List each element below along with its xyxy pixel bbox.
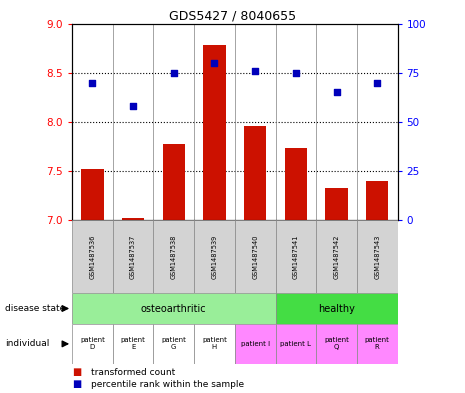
Text: patient
R: patient R [365, 337, 390, 351]
Text: disease state: disease state [5, 304, 65, 313]
Bar [235, 220, 275, 293]
Text: patient
D: patient D [80, 337, 105, 351]
Text: patient
G: patient G [161, 337, 186, 351]
Bar [244, 126, 266, 220]
Bar [235, 324, 275, 364]
Bar [357, 324, 398, 364]
Point [129, 103, 137, 109]
Bar [326, 188, 348, 220]
Point [252, 68, 259, 74]
Text: patient
H: patient H [202, 337, 227, 351]
Text: patient
Q: patient Q [324, 337, 349, 351]
Bar [316, 220, 357, 293]
Text: patient L: patient L [280, 341, 312, 347]
Text: osteoarthritic: osteoarthritic [141, 303, 206, 314]
Text: GSM1487537: GSM1487537 [130, 234, 136, 279]
Text: GDS5427 / 8040655: GDS5427 / 8040655 [169, 10, 296, 23]
Text: patient I: patient I [240, 341, 270, 347]
Bar [285, 148, 307, 220]
Point [211, 60, 218, 66]
Bar [316, 324, 357, 364]
Bar [72, 324, 113, 364]
Text: patient
E: patient E [121, 337, 146, 351]
Bar [122, 218, 144, 220]
Bar [113, 324, 153, 364]
Bar [163, 145, 185, 220]
Bar [72, 293, 275, 324]
Bar [194, 324, 235, 364]
Bar [72, 220, 113, 293]
Bar [81, 169, 104, 220]
Text: transformed count: transformed count [91, 368, 175, 377]
Bar [357, 220, 398, 293]
Bar [275, 220, 316, 293]
Text: GSM1487536: GSM1487536 [89, 234, 95, 279]
Bar [153, 220, 194, 293]
Bar [153, 324, 194, 364]
Text: GSM1487542: GSM1487542 [333, 234, 339, 279]
Bar [113, 220, 153, 293]
Text: GSM1487540: GSM1487540 [252, 234, 258, 279]
Text: ■: ■ [72, 367, 81, 377]
Bar [275, 324, 316, 364]
Text: ■: ■ [72, 379, 81, 389]
Text: healthy: healthy [318, 303, 355, 314]
Bar [366, 181, 388, 220]
Bar [194, 220, 235, 293]
Text: GSM1487543: GSM1487543 [374, 234, 380, 279]
Text: individual: individual [5, 340, 49, 348]
Bar [275, 293, 398, 324]
Point [170, 70, 178, 76]
Point [373, 79, 381, 86]
Text: GSM1487539: GSM1487539 [212, 234, 218, 279]
Text: GSM1487538: GSM1487538 [171, 234, 177, 279]
Point [292, 70, 299, 76]
Point [333, 89, 340, 95]
Point [89, 79, 96, 86]
Text: percentile rank within the sample: percentile rank within the sample [91, 380, 244, 389]
Text: GSM1487541: GSM1487541 [293, 234, 299, 279]
Bar [203, 45, 226, 220]
